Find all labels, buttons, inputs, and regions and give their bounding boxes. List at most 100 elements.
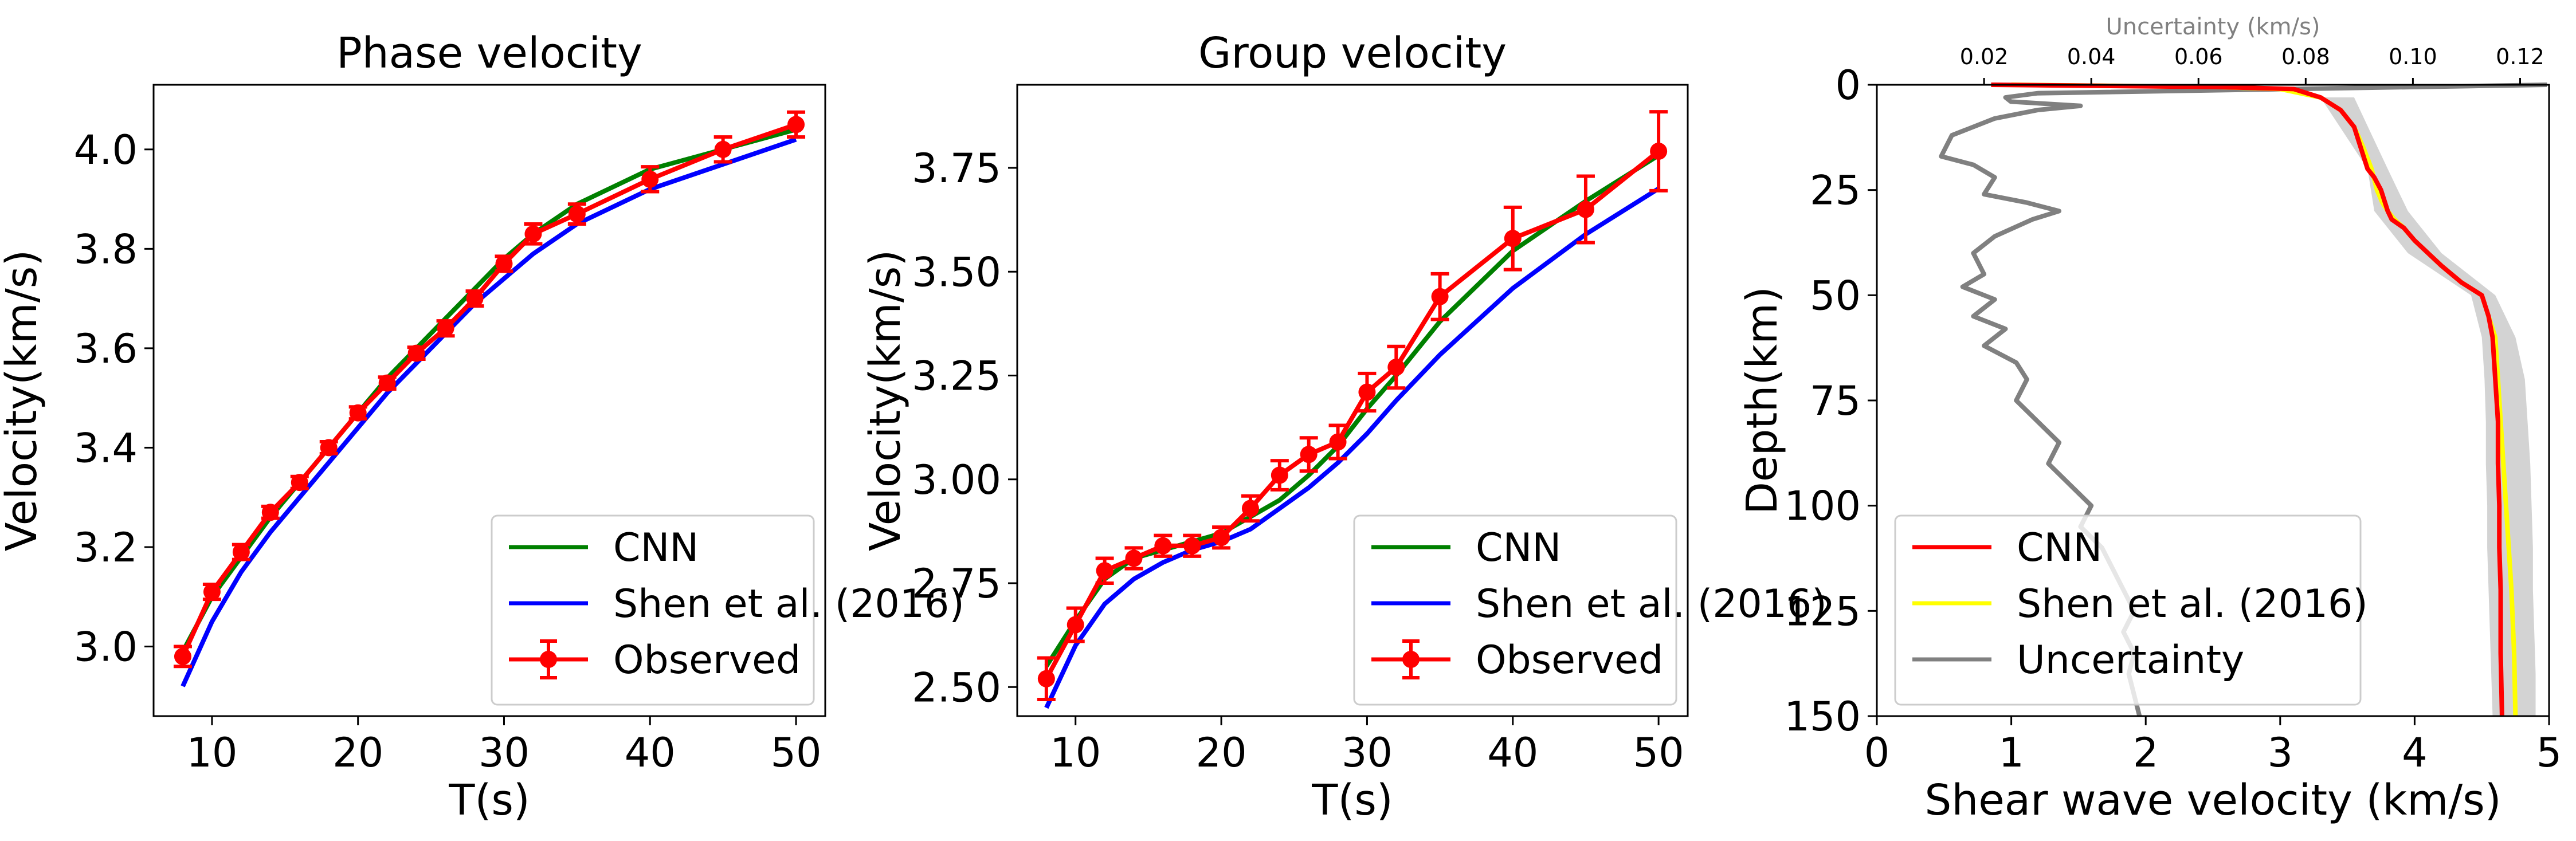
- data-point: [568, 205, 586, 223]
- top-x-axis-label: Uncertainty (km/s): [2106, 14, 2320, 40]
- x-tick-label: 30: [479, 729, 530, 776]
- data-point: [1271, 466, 1288, 484]
- data-point: [1096, 562, 1113, 580]
- y-tick-label: 3.50: [912, 249, 1001, 296]
- x-axis-label: Shear wave velocity (km/s): [1924, 776, 2501, 825]
- data-point: [232, 543, 250, 561]
- data-point: [1431, 288, 1449, 305]
- data-point: [495, 255, 513, 273]
- data-point: [1650, 143, 1668, 160]
- data-point: [1037, 670, 1055, 687]
- top-x-tick-label: 0.04: [2067, 44, 2116, 69]
- legend-label: CNN: [2017, 525, 2102, 571]
- x-tick-label: 50: [1633, 729, 1684, 776]
- data-point: [174, 647, 191, 665]
- y-tick-label: 75: [1810, 378, 1861, 425]
- data-point: [349, 404, 367, 422]
- y-tick-label: 3.0: [74, 624, 138, 671]
- data-point: [1154, 537, 1172, 555]
- plot-frame: [1016, 84, 1689, 717]
- data-point: [1329, 433, 1347, 451]
- legend-box: [1894, 514, 2362, 706]
- x-tick-label: 20: [1196, 729, 1247, 776]
- y-tick-label: 3.75: [912, 145, 1001, 192]
- y-tick-label: 3.8: [74, 226, 138, 273]
- y-axis-label: Depth(km): [1738, 286, 1787, 514]
- x-axis-label: T(s): [1311, 776, 1393, 825]
- x-tick-label: 10: [186, 729, 237, 776]
- top-x-tick-label: 0.10: [2389, 44, 2437, 69]
- x-tick-label: 30: [1342, 729, 1393, 776]
- x-tick-label: 0: [1864, 729, 1890, 776]
- y-tick-label: 3.00: [912, 457, 1001, 504]
- top-x-tick-label: 0.12: [2496, 44, 2544, 69]
- data-point: [524, 225, 542, 243]
- chart-title: Group velocity: [1198, 29, 1507, 78]
- plot-frame: [152, 84, 826, 717]
- data-point: [203, 583, 221, 601]
- data-point: [1125, 549, 1143, 567]
- x-tick-label: 50: [771, 729, 822, 776]
- y-tick-label: 100: [1784, 483, 1861, 530]
- data-point: [1241, 500, 1259, 517]
- legend-label: Observed: [1476, 638, 1663, 683]
- chart-title: Phase velocity: [336, 29, 642, 78]
- data-point: [1577, 201, 1594, 218]
- series-line: [1044, 153, 1660, 668]
- y-tick-label: 50: [1810, 272, 1861, 319]
- data-point: [714, 140, 732, 158]
- legend-marker: [1402, 651, 1420, 668]
- phase-velocity-panel: 10 20 30 40 50 3.0 3.2 3.4 3.6 3.8 4.0 Phase veloci…: [0, 29, 964, 825]
- data-point: [1213, 529, 1230, 547]
- y-tick-label: 25: [1810, 167, 1861, 214]
- data-point: [378, 374, 396, 392]
- x-tick-label: 20: [332, 729, 383, 776]
- data-point: [291, 474, 308, 492]
- data-point: [787, 116, 805, 133]
- y-tick-label: 125: [1784, 588, 1861, 635]
- series-line: [181, 137, 797, 687]
- legend-label: Shen et al. (2016): [613, 581, 964, 627]
- x-tick-label: 5: [2536, 729, 2562, 776]
- y-tick-label: 0: [1835, 62, 1861, 109]
- y-axis-label: Velocity(km/s): [0, 250, 46, 551]
- y-tick-label: 150: [1784, 693, 1861, 740]
- profile-line: [1991, 82, 2504, 717]
- data-point: [320, 439, 338, 457]
- legend-label: Uncertainty: [2017, 638, 2244, 683]
- y-tick-label: 2.50: [912, 664, 1001, 711]
- data-point: [437, 320, 454, 337]
- y-tick-label: 3.4: [74, 425, 138, 471]
- data-point: [1183, 537, 1201, 555]
- x-tick-label: 2: [2133, 729, 2159, 776]
- legend-label: Observed: [613, 638, 801, 683]
- top-x-tick-label: 0.06: [2174, 44, 2223, 69]
- legend-label: CNN: [613, 525, 699, 571]
- y-tick-label: 3.2: [74, 524, 138, 571]
- top-x-tick-label: 0.08: [2281, 44, 2330, 69]
- group-velocity-panel: 10 20 30 40 50 2.50 2.75 3.00 3.25 3.50 3.75 Group …: [861, 29, 1827, 825]
- x-tick-label: 4: [2402, 729, 2428, 776]
- data-point: [641, 170, 659, 188]
- y-tick-label: 3.25: [912, 353, 1001, 400]
- x-tick-label: 10: [1050, 729, 1101, 776]
- legend-label: Shen et al. (2016): [1476, 581, 1827, 627]
- x-tick-label: 1: [1998, 729, 2024, 776]
- x-axis-label: T(s): [448, 776, 530, 825]
- data-point: [1067, 616, 1084, 634]
- legend-label: CNN: [1476, 525, 1561, 571]
- y-axis-label: Velocity(km/s): [861, 250, 910, 551]
- data-point: [1300, 446, 1318, 463]
- x-tick-label: 40: [1487, 729, 1538, 776]
- y-tick-label: 4.0: [74, 127, 138, 174]
- x-tick-label: 3: [2268, 729, 2293, 776]
- data-point: [407, 344, 425, 362]
- data-point: [261, 504, 279, 521]
- data-point: [1358, 383, 1376, 401]
- top-x-tick-label: 0.02: [1960, 44, 2009, 69]
- x-tick-label: 40: [625, 729, 676, 776]
- legend-marker: [540, 651, 557, 668]
- series-line: [1044, 186, 1660, 709]
